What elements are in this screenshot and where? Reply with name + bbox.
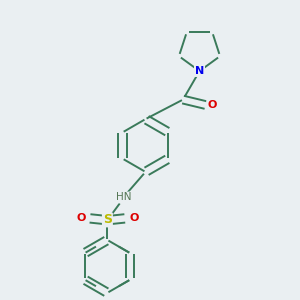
Text: N: N [195,66,204,76]
Text: HN: HN [116,192,132,203]
Text: O: O [76,213,86,224]
Text: O: O [129,213,139,224]
Text: S: S [103,213,112,226]
Text: O: O [207,100,217,110]
